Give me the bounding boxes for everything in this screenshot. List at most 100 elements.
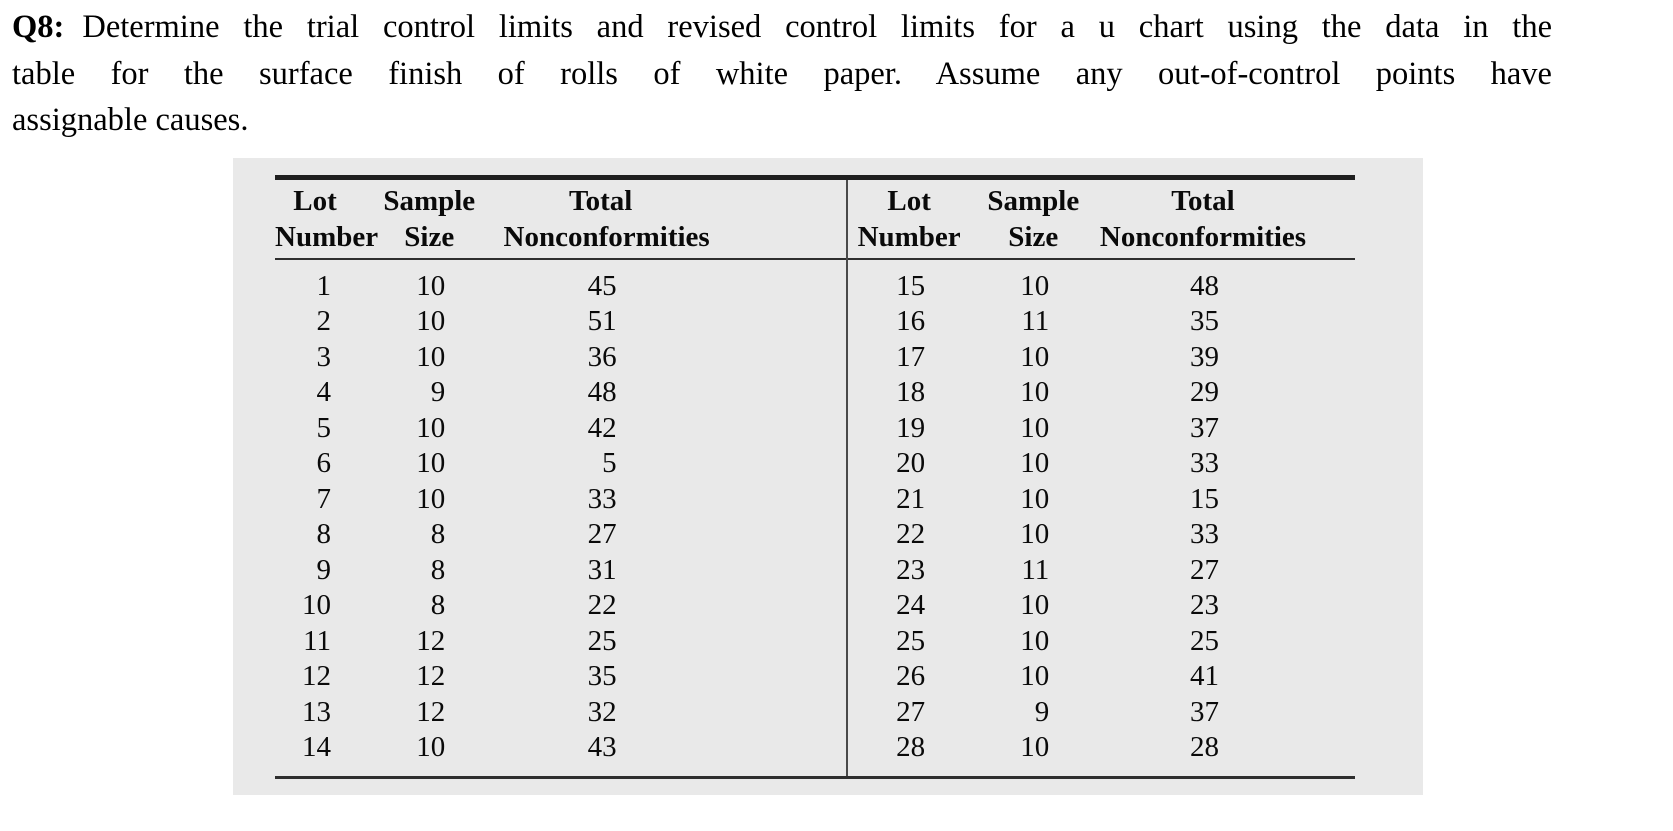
table-cell: 21: [896, 482, 926, 515]
table-cell: 51: [587, 305, 617, 337]
question-line: Q8: Determine the trial control limits an…: [12, 4, 1552, 51]
table-header-cell: Total Nonconformities: [1099, 184, 1307, 253]
table-cell: 9: [316, 553, 332, 586]
table-cell-filler: [698, 730, 847, 766]
table-cell: 29: [1189, 376, 1219, 408]
table-cell: 11: [1021, 305, 1050, 337]
table-cell: 33: [1189, 518, 1219, 550]
table-cell: 11: [303, 624, 331, 657]
table-cell: 11: [1021, 553, 1050, 586]
table-header-cell: Sample Size: [383, 184, 476, 253]
data-table: Lot Number Sample Size Total Nonconformiti…: [275, 175, 1355, 779]
table-cell-filler: [1309, 588, 1355, 624]
table-cell: 7: [316, 482, 332, 515]
table-cell-filler: [1309, 269, 1355, 305]
table-cell-filler: [1309, 659, 1355, 695]
table-cell: 5: [602, 447, 617, 479]
table-cell: 10: [1020, 269, 1050, 302]
table-cell: 28: [896, 731, 926, 763]
table-cell-filler: [698, 375, 847, 411]
table-cell: 10: [1020, 518, 1050, 550]
table-cell: 37: [1189, 695, 1219, 728]
table-cell: 10: [1020, 340, 1050, 373]
table-cell: 27: [1189, 553, 1219, 586]
table-cell: 31: [587, 553, 617, 586]
table-cell: 8: [430, 589, 446, 621]
table-right-half: Lot Number Sample Size Total Nonconformiti…: [846, 180, 1355, 776]
table-cell: 1: [316, 269, 332, 302]
table-header-left: Lot Number Sample Size Total Nonconformiti…: [275, 180, 847, 260]
table-cell: 10: [416, 482, 446, 515]
table-cell: 10: [416, 447, 446, 479]
table-cell: 23: [1189, 589, 1219, 621]
table-cell: 45: [587, 269, 617, 302]
question-line-text: Determine the trial control limits and r…: [82, 9, 1552, 45]
table-cell: 43: [587, 731, 617, 763]
table-cell: 25: [587, 624, 617, 657]
table-cell: 18: [896, 376, 926, 408]
table-cell: 32: [587, 695, 617, 728]
table-cell: 15: [896, 269, 926, 302]
table-cell-filler: [698, 624, 847, 660]
table-cell: 35: [1189, 305, 1219, 337]
table-cell: 12: [302, 660, 331, 692]
table-cell: 8: [316, 518, 332, 550]
table-cell-filler: [698, 340, 847, 376]
table-cell: 5: [316, 411, 332, 444]
table-cell-filler: [698, 588, 847, 624]
table-header-cell: Lot Number: [857, 184, 961, 253]
table-cell: 8: [430, 553, 446, 586]
table-cell: 10: [302, 589, 331, 621]
table-cell: 10: [1020, 482, 1050, 515]
table-cell-filler: [1309, 411, 1355, 447]
table-cell-filler: [1309, 304, 1355, 340]
table-cell: 28: [1189, 731, 1219, 763]
table-cell: 27: [587, 518, 617, 550]
table-cell: 15: [1189, 482, 1219, 515]
table-cell: 10: [1020, 411, 1050, 444]
table-cell-filler: [1309, 730, 1355, 766]
table-cell-filler: [1309, 375, 1355, 411]
table-cell-filler: [698, 517, 847, 553]
table-cell: 27: [896, 695, 926, 728]
table-cell: 14: [302, 731, 331, 763]
table-cell-filler: [698, 304, 847, 340]
table-cell: 3: [316, 340, 332, 373]
table-cell-filler: [1309, 482, 1355, 518]
table-cell-filler: [1309, 446, 1355, 482]
table-cell: 12: [416, 695, 446, 728]
question-number-label: Q8:: [12, 9, 65, 45]
table-cell: 9: [430, 376, 446, 408]
table-header-cell: Sample Size: [987, 184, 1080, 253]
table-cell-filler: [698, 659, 847, 695]
table-cell: 33: [587, 482, 617, 515]
table-cell-filler: [1309, 517, 1355, 553]
table-cell: 35: [587, 660, 617, 692]
table-cell: 10: [416, 305, 446, 337]
table-cell: 4: [316, 376, 332, 408]
question-block: Q8: Determine the trial control limits an…: [12, 4, 1552, 144]
table-cell: 10: [416, 731, 446, 763]
table-cell: 10: [1020, 376, 1050, 408]
table-cell-filler: [698, 411, 847, 447]
table-cell: 10: [416, 340, 446, 373]
table-body-right: 15 10 48 16 11 35 17 10 39 18 10 29 19 10 37 20 10 33 21 10…: [848, 260, 1355, 776]
table-cell: 20: [896, 447, 926, 479]
table-cell: 25: [1189, 624, 1219, 657]
table-cell: 36: [587, 340, 617, 373]
table-cell-filler: [1309, 695, 1355, 731]
table-cell-filler: [698, 482, 847, 518]
table-cell: 2: [316, 305, 332, 337]
table-cell: 37: [1189, 411, 1219, 444]
table-cell: 13: [302, 695, 331, 728]
table-cell: 48: [587, 376, 617, 408]
table-cell: 10: [1020, 660, 1050, 692]
question-line: table for the surface finish of rolls of…: [12, 55, 1552, 92]
question-line: assignable causes.: [12, 102, 249, 138]
table-cell-filler: [698, 446, 847, 482]
table-cell: 9: [1034, 695, 1050, 728]
table-cell-filler: [698, 695, 847, 731]
table-cell: 17: [896, 340, 926, 373]
table-cell: 6: [316, 447, 332, 479]
table-cell-filler: [698, 553, 847, 589]
